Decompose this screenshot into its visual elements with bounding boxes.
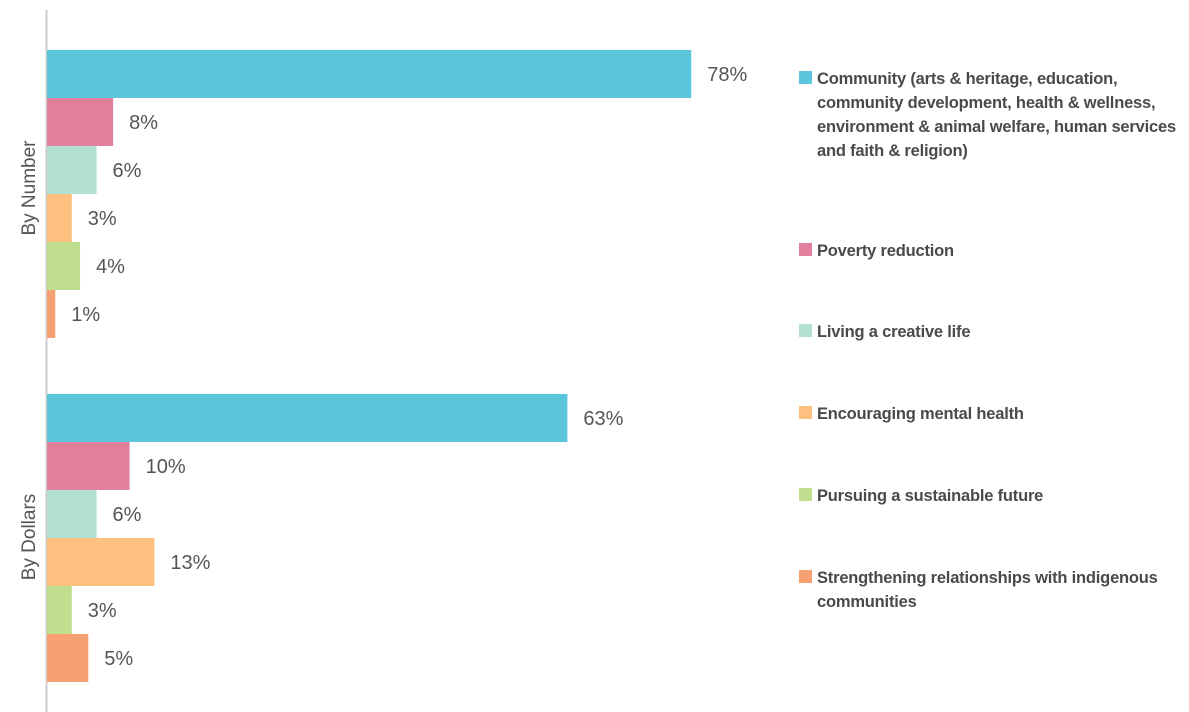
bar-group0-series2 — [47, 146, 97, 194]
legend-item: Living a creative life — [799, 320, 1187, 344]
bar-group1-series4 — [47, 586, 72, 634]
legend-swatch — [799, 406, 812, 419]
legend-item: Encouraging mental health — [799, 402, 1187, 426]
group-label-by-number: By Number — [19, 140, 40, 236]
legend-swatch — [799, 71, 812, 84]
legend-item: Strengthening relationships with indigen… — [799, 566, 1187, 614]
bar-value-label: 8% — [129, 112, 158, 134]
bar-value-label: 4% — [96, 256, 125, 278]
bar-group0-series4 — [47, 242, 81, 290]
bar-value-label: 6% — [113, 160, 142, 182]
bar-group0-series5 — [47, 290, 56, 338]
chart-legend: Community (arts & heritage, education, c… — [799, 0, 1189, 712]
legend-label: Poverty reduction — [817, 242, 954, 260]
legend-label: Pursuing a sustainable future — [817, 487, 1044, 505]
bar-group0-series0 — [47, 50, 692, 98]
legend-label: Living a creative life — [817, 323, 971, 341]
group-label-by-dollars: By Dollars — [19, 494, 40, 581]
legend-swatch — [799, 488, 812, 501]
bar-chart: By Number By Dollars 78% 8% 6% 3% 4% 1% 63% 10% 6… — [19, 10, 748, 712]
legend-label: Encouraging mental health — [817, 405, 1024, 423]
legend-item: Poverty reduction — [799, 239, 1187, 263]
legend-swatch — [799, 570, 812, 583]
bar-value-label: 78% — [707, 64, 747, 86]
legend-item: Community (arts & heritage, education, c… — [799, 67, 1187, 163]
bar-group1-series2 — [47, 490, 97, 538]
legend-swatch — [799, 324, 812, 337]
bar-group1-series0 — [47, 394, 568, 442]
bar-value-label: 13% — [170, 552, 210, 574]
bar-group1-series3 — [47, 538, 155, 586]
bar-value-label: 3% — [88, 600, 117, 622]
bar-value-label: 10% — [146, 456, 186, 478]
legend-item: Pursuing a sustainable future — [799, 484, 1187, 508]
bar-value-label: 5% — [104, 648, 133, 670]
legend-label: Community (arts & heritage, education, c… — [817, 70, 1176, 160]
bar-group0-series3 — [47, 194, 72, 242]
bar-value-label: 3% — [88, 208, 117, 230]
bar-group1-series5 — [47, 634, 89, 682]
bar-value-label: 63% — [583, 408, 623, 430]
bar-value-label: 6% — [113, 504, 142, 526]
legend-swatch — [799, 243, 812, 256]
bar-group0-series1 — [47, 98, 114, 146]
legend-label: Strengthening relationships with indigen… — [817, 569, 1158, 611]
bar-value-label: 1% — [71, 304, 100, 326]
bar-group1-series1 — [47, 442, 130, 490]
